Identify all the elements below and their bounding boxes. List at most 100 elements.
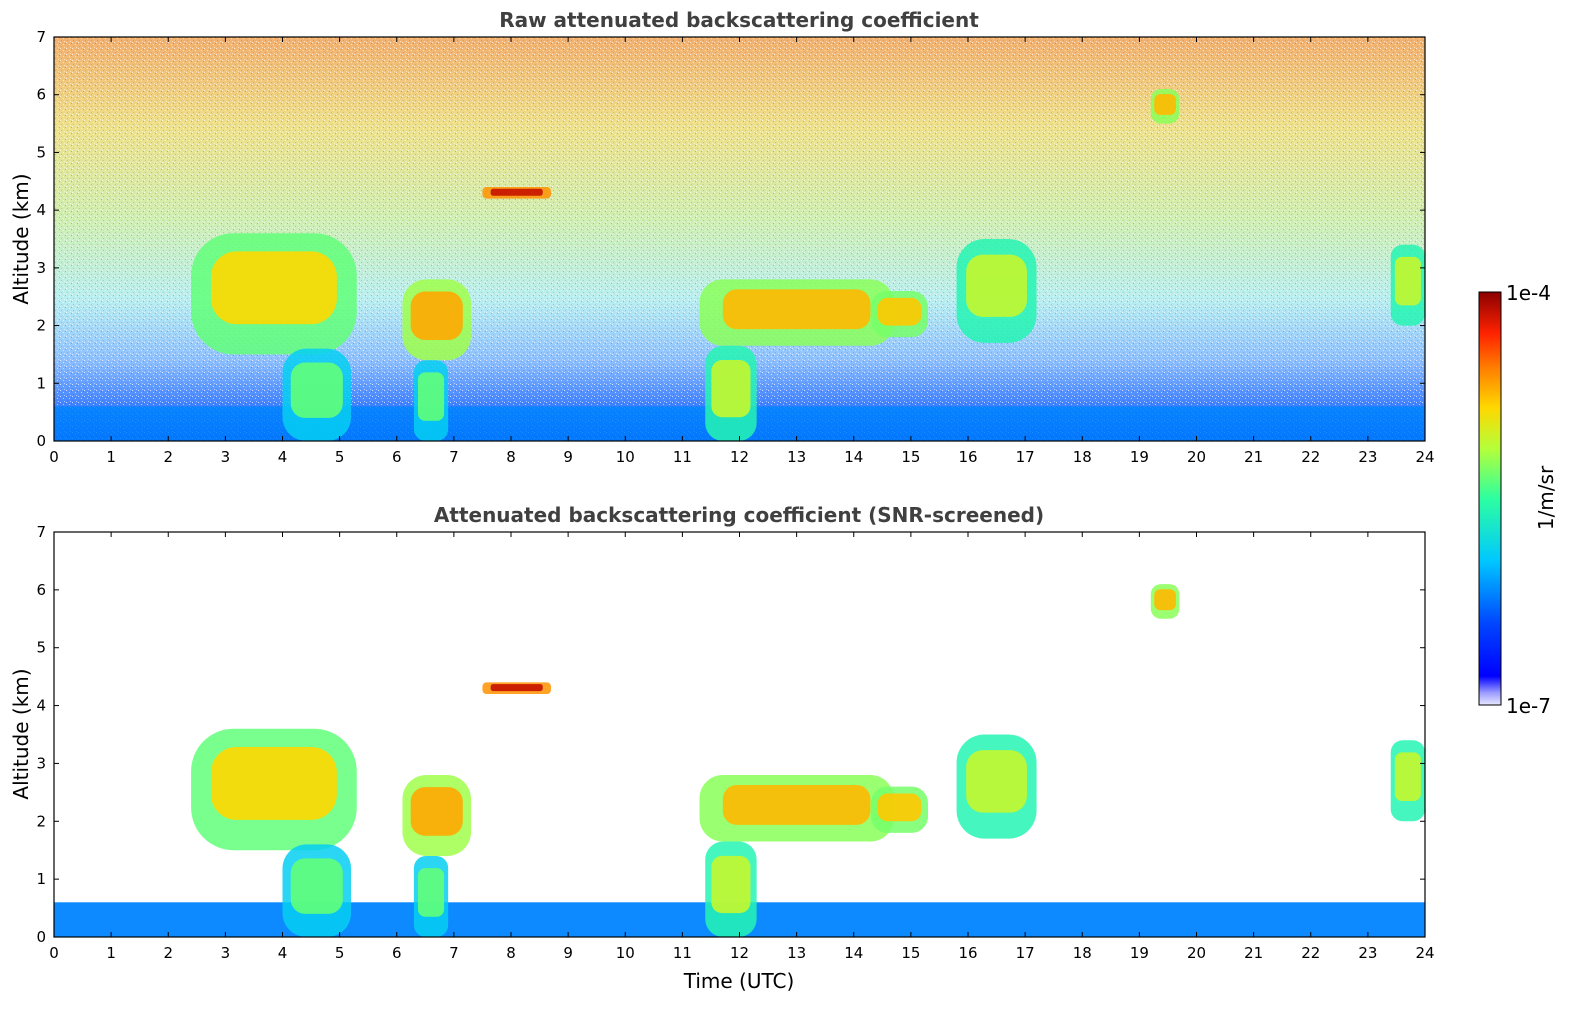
x-tick-label: 1 [106, 944, 116, 962]
features-screened [54, 584, 1425, 937]
y-tick-label: 7 [36, 28, 46, 46]
x-tick-label: 10 [616, 448, 635, 466]
x-tick-label: 8 [506, 448, 516, 466]
y-tick-label: 6 [36, 581, 46, 599]
x-tick-label: 6 [392, 944, 402, 962]
y-tick-label: 5 [36, 639, 46, 657]
x-tick-label: 16 [958, 944, 977, 962]
x-tick-label: 5 [335, 448, 345, 466]
feature-column-3 [711, 855, 751, 914]
x-tick-label: 24 [1415, 944, 1434, 962]
y-tick-label: 4 [36, 201, 46, 219]
panel-screened: Attenuated backscattering coefficient (S… [9, 503, 1435, 993]
y-tick-label: 1 [36, 374, 46, 392]
x-tick-label: 11 [673, 944, 692, 962]
x-tick-label: 4 [278, 448, 288, 466]
y-tick-label: 0 [36, 432, 46, 450]
x-tick-label: 5 [335, 944, 345, 962]
y-tick-label: 4 [36, 697, 46, 715]
colorbar-gradient [1478, 291, 1502, 706]
y-tick-label: 2 [36, 812, 46, 830]
colorbar: 1e-4 1e-7 1/m/sr [1478, 281, 1558, 718]
x-tick-label: 24 [1415, 448, 1434, 466]
x-tick-label: 13 [787, 944, 806, 962]
feature-aerosol-layer [490, 684, 543, 692]
x-tick-label: 14 [844, 448, 863, 466]
x-tick-label: 8 [506, 944, 516, 962]
x-tick-label: 23 [1358, 944, 1377, 962]
feature-column-1 [290, 362, 343, 418]
feature-cloud-g [1394, 752, 1421, 802]
x-tick-label: 20 [1187, 448, 1206, 466]
x-tick-label: 6 [392, 448, 402, 466]
feature-cloud-d [877, 793, 922, 822]
feature-cloud-e [966, 750, 1027, 813]
x-tick-label: 21 [1244, 448, 1263, 466]
feature-cloud-g [1394, 256, 1421, 306]
x-tick-label: 7 [449, 448, 459, 466]
x-tick-label: 19 [1130, 944, 1149, 962]
x-ticks-screened: 0 1 2 3 4 5 6 7 8 9 10 11 12 13 14 15 16 17 18 19 20 21 22 23 24 [49, 532, 1435, 962]
x-tick-label: 2 [163, 944, 173, 962]
x-tick-label: 18 [1073, 944, 1092, 962]
colorbar-unit-label: 1/m/sr [1534, 465, 1558, 530]
feature-cloud-b [410, 787, 463, 836]
y-tick-label: 7 [36, 523, 46, 541]
x-tick-label: 11 [673, 448, 692, 466]
x-tick-label: 7 [449, 944, 459, 962]
x-tick-label: 3 [221, 448, 231, 466]
y-tick-label: 1 [36, 870, 46, 888]
feature-column-2 [418, 868, 445, 917]
feature-aerosol-layer [490, 188, 543, 196]
x-tick-label: 22 [1301, 448, 1320, 466]
feature-cloud-b [410, 291, 463, 340]
x-axis-label: Time (UTC) [683, 969, 795, 993]
x-tick-label: 17 [1016, 944, 1035, 962]
x-tick-label: 14 [844, 944, 863, 962]
y-tick-label: 3 [36, 754, 46, 772]
feature-cloud-c [722, 289, 871, 330]
feature-cloud-c [722, 784, 871, 825]
feature-cloud-e [966, 254, 1027, 317]
y-axis-label-screened: Altitude (km) [9, 668, 33, 799]
y-tick-label: 3 [36, 259, 46, 277]
x-tick-label: 0 [49, 944, 59, 962]
feature-column-2 [418, 372, 445, 421]
feature-cloud-a [210, 746, 337, 820]
x-tick-label: 9 [563, 448, 573, 466]
x-tick-label: 0 [49, 448, 59, 466]
x-tick-label: 15 [901, 944, 920, 962]
feature-cloud-d [877, 297, 922, 326]
x-tick-label: 3 [221, 944, 231, 962]
x-ticks-raw: 0 1 2 3 4 5 6 7 8 9 10 11 12 13 14 15 16 17 18 19 20 21 22 23 24 [49, 37, 1435, 466]
x-tick-label: 18 [1073, 448, 1092, 466]
y-tick-label: 2 [36, 317, 46, 335]
x-tick-label: 15 [901, 448, 920, 466]
y-ticks-screened: 0 1 2 3 4 5 6 7 [36, 523, 1425, 946]
x-tick-label: 10 [616, 944, 635, 962]
x-tick-label: 13 [787, 448, 806, 466]
x-tick-label: 17 [1016, 448, 1035, 466]
x-tick-label: 9 [563, 944, 573, 962]
x-tick-label: 16 [958, 448, 977, 466]
y-axis-label-raw: Altitude (km) [9, 173, 33, 304]
x-tick-label: 4 [278, 944, 288, 962]
x-tick-label: 19 [1130, 448, 1149, 466]
x-tick-label: 12 [730, 944, 749, 962]
colorbar-max-label: 1e-4 [1506, 281, 1551, 305]
x-tick-label: 2 [163, 448, 173, 466]
x-tick-label: 12 [730, 448, 749, 466]
panel-title-screened: Attenuated backscattering coefficient (S… [434, 503, 1044, 527]
colorbar-min-label: 1e-7 [1506, 694, 1551, 718]
feature-column-1 [290, 858, 343, 914]
y-tick-label: 0 [36, 928, 46, 946]
x-tick-label: 22 [1301, 944, 1320, 962]
x-tick-label: 1 [106, 448, 116, 466]
x-tick-label: 20 [1187, 944, 1206, 962]
feature-cloud-a [210, 251, 337, 325]
y-ticks-raw: 0 1 2 3 4 5 6 7 [36, 28, 1425, 450]
x-tick-label: 21 [1244, 944, 1263, 962]
y-tick-label: 6 [36, 86, 46, 104]
feature-cloud-f [1154, 94, 1176, 115]
